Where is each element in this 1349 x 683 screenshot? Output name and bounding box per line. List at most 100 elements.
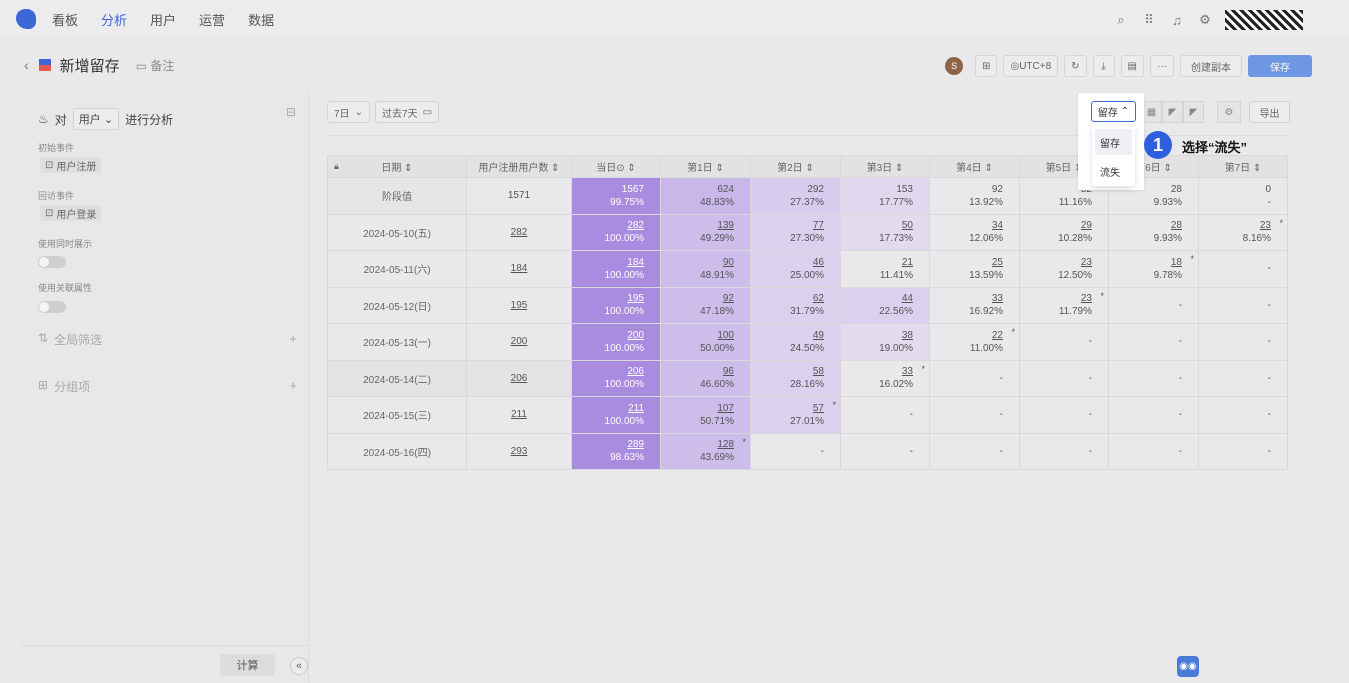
users-cell[interactable]: 200 (466, 323, 572, 361)
retention-cell[interactable]: 18 9.78% * (1108, 250, 1199, 288)
retention-cell[interactable]: 62 31.79% (750, 286, 841, 324)
timezone-button[interactable]: ◎ UTC+8 (1003, 55, 1059, 77)
users-cell[interactable]: 211 (466, 396, 572, 434)
retention-cell[interactable]: 139 49.29% (660, 213, 751, 251)
export-button[interactable]: 导出 (1249, 101, 1290, 123)
simultaneous-toggle[interactable] (38, 256, 66, 268)
retention-cell[interactable]: 57 27.01% * (750, 396, 841, 434)
table-view-icon[interactable]: ▦ (1141, 101, 1162, 123)
col-day1[interactable]: 第1日 ⇕ (660, 155, 751, 178)
refresh-icon[interactable]: ↻ (1064, 55, 1087, 77)
panel-settings-icon[interactable]: ⊟ (285, 105, 296, 119)
back-icon[interactable]: ‹ (24, 57, 29, 73)
col-users[interactable]: 用户注册用户数 ⇕ (466, 155, 572, 178)
users-cell[interactable]: 184 (466, 250, 572, 288)
metric-select[interactable]: 留存 ⌃ (1091, 101, 1136, 122)
assoc-attr-toggle[interactable] (38, 301, 66, 313)
bell-icon[interactable]: ♫ (1172, 12, 1182, 28)
settings-icon[interactable]: ⚙ (1217, 101, 1241, 123)
retention-cell[interactable]: 195 100.00% (571, 286, 661, 324)
retention-cell[interactable]: 282 100.00% (571, 213, 661, 251)
document-icon[interactable]: ▤ (1120, 55, 1144, 77)
retention-cell[interactable]: 49 24.50% (750, 323, 841, 361)
retention-cell[interactable]: 100 50.00% (660, 323, 751, 361)
note-button[interactable]: ▭ 备注 (135, 58, 175, 73)
retention-cell[interactable]: 58 28.16% (750, 359, 841, 397)
nav-item-analysis[interactable]: 分析 (101, 12, 128, 28)
add-filter-icon[interactable]: + (289, 331, 297, 346)
gear-icon[interactable]: ⚙ (1199, 12, 1211, 27)
global-filter-section[interactable]: ⇅ 全局筛选 (38, 331, 102, 348)
retention-cell[interactable]: 29 10.28% (1019, 213, 1109, 251)
account-avatar[interactable] (1225, 10, 1303, 30)
period-select[interactable]: 7日 ⌄ (327, 101, 370, 123)
retention-cell[interactable]: 107 50.71% (660, 396, 751, 434)
date-cell: 2024-05-13(一) (327, 323, 467, 361)
retention-cell[interactable]: 25 13.59% (929, 250, 1020, 288)
user-avatar[interactable]: S (945, 57, 964, 75)
retention-cell[interactable]: 184 100.00% (571, 250, 661, 288)
retention-cell[interactable]: 92 47.18% (660, 286, 751, 324)
assistant-robot-icon[interactable]: ◉◉ (1177, 656, 1199, 677)
col-day0[interactable]: 当日⊙ ⇕ (571, 155, 661, 178)
search-icon[interactable]: ⌕ (1117, 12, 1125, 27)
initial-event-chip[interactable]: ⊡ 用户注册 (40, 157, 102, 173)
cell-rate: 16.92% (969, 306, 1003, 318)
retention-cell[interactable]: 200 100.00% (571, 323, 661, 361)
nav-item-operations[interactable]: 运营 (199, 12, 226, 28)
retention-cell[interactable]: 289 98.63% (571, 432, 661, 470)
retention-cell[interactable]: 44 22.56% (840, 286, 930, 324)
nav-item-dashboard[interactable]: 看板 (52, 12, 79, 28)
retention-cell[interactable]: 128 43.69% * (660, 432, 751, 470)
retention-cell[interactable]: 28 9.93% (1108, 213, 1199, 251)
return-event-chip[interactable]: ⊡ 用户登录 (40, 205, 102, 221)
nav-item-data[interactable]: 数据 (248, 12, 275, 28)
save-button[interactable]: 保存 (1248, 55, 1312, 77)
users-cell[interactable]: 293 (466, 432, 572, 470)
retention-cell[interactable]: 33 16.92% (929, 286, 1020, 324)
collapse-panel-button[interactable]: « (290, 657, 308, 675)
retention-cell[interactable]: 46 25.00% (750, 250, 841, 288)
option-retention[interactable]: 留存 (1095, 129, 1132, 155)
users-cell: 1571 (466, 177, 572, 215)
subject-select[interactable]: 用户 ⌄ (72, 108, 120, 130)
retention-cell[interactable]: 33 16.02% * (840, 359, 930, 397)
users-cell[interactable]: 206 (466, 359, 572, 397)
triangle-view-icon[interactable]: ◤ (1183, 101, 1204, 123)
col-day7[interactable]: 第7日 ⇕ (1198, 155, 1288, 178)
retention-cell[interactable]: 21 11.41% (840, 250, 930, 288)
date-range-picker[interactable]: 过去7天 ▭ (375, 101, 440, 123)
users-cell[interactable]: 282 (466, 213, 572, 251)
retention-cell[interactable]: 50 17.73% (840, 213, 930, 251)
chart-view-icon[interactable]: ◤ (1162, 101, 1183, 123)
col-date[interactable]: 🔒︎ 日期 ⇕ (327, 155, 467, 178)
calculate-button[interactable]: 计算 (220, 654, 275, 676)
add-to-board-icon[interactable]: ⊞ (975, 55, 998, 77)
cell-count: 29 (1080, 220, 1092, 232)
retention-cell[interactable]: 34 12.06% (929, 213, 1020, 251)
lock-icon[interactable]: 🔒︎ (334, 161, 339, 171)
add-group-icon[interactable]: + (289, 378, 297, 393)
users-cell[interactable]: 195 (466, 286, 572, 324)
retention-cell[interactable]: 22 11.00% * (929, 323, 1020, 361)
create-copy-button[interactable]: 创建副本 (1180, 55, 1242, 77)
retention-cell[interactable]: 90 48.91% (660, 250, 751, 288)
apps-grid-icon[interactable]: ⠿ (1144, 12, 1154, 27)
retention-cell[interactable]: 38 19.00% (840, 323, 930, 361)
more-button[interactable]: ··· (1150, 55, 1174, 77)
retention-cell[interactable]: 211 100.00% (571, 396, 661, 434)
download-icon[interactable]: ⤓ (1092, 55, 1115, 77)
col-day3[interactable]: 第3日 ⇕ (840, 155, 930, 178)
nav-item-users[interactable]: 用户 (150, 12, 177, 28)
app-logo-icon[interactable] (16, 9, 36, 29)
retention-cell[interactable]: 96 46.60% (660, 359, 751, 397)
col-day2[interactable]: 第2日 ⇕ (750, 155, 841, 178)
col-day4[interactable]: 第4日 ⇕ (929, 155, 1020, 178)
group-by-section[interactable]: ⊞ 分组项 (38, 378, 90, 395)
retention-cell[interactable]: 206 100.00% (571, 359, 661, 397)
retention-cell[interactable]: 23 8.16% * (1198, 213, 1288, 251)
retention-cell[interactable]: 77 27.30% (750, 213, 841, 251)
option-churn[interactable]: 流失 (1100, 167, 1120, 179)
retention-cell[interactable]: 23 12.50% (1019, 250, 1109, 288)
retention-cell[interactable]: 23 11.79% * (1019, 286, 1109, 324)
